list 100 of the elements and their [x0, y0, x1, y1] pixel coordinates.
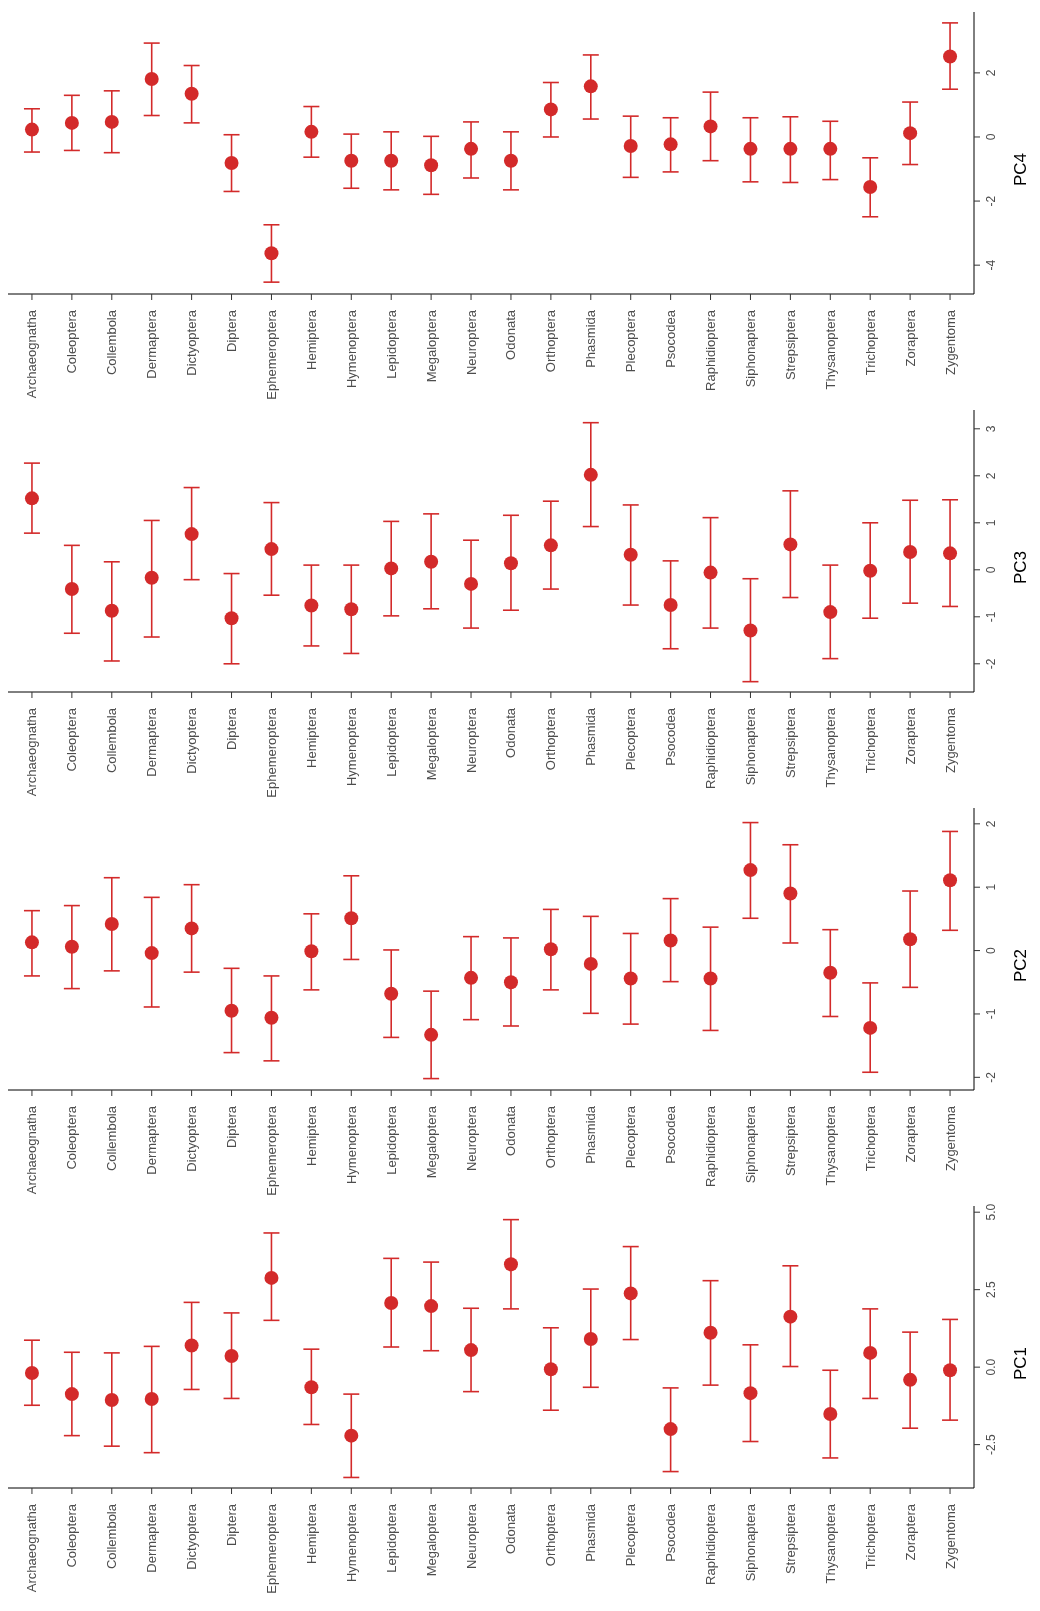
x-tick-label: Strepsiptera — [782, 707, 798, 779]
point — [464, 1343, 479, 1358]
point — [623, 971, 638, 986]
x-tick-label: Strepsiptera — [782, 1503, 798, 1575]
x-tick-label: Plecoptera — [623, 309, 639, 373]
point — [583, 79, 598, 94]
y-axis-title: PC4 — [1011, 153, 1031, 187]
y-tick-label: -2 — [983, 195, 998, 207]
x-tick-label: Hymenoptera — [343, 1503, 359, 1583]
y-tick-label: 2 — [983, 69, 998, 77]
x-tick-label: Orthoptera — [543, 1105, 559, 1169]
point — [823, 605, 838, 620]
x-tick-label: Trichoptera — [862, 1105, 878, 1172]
y-tick-label: -1 — [983, 611, 998, 623]
x-tick-label: Archaeognatha — [24, 1503, 40, 1593]
point — [184, 921, 199, 936]
y-tick-label: 1 — [983, 519, 998, 527]
point — [144, 71, 159, 86]
x-tick-label: Siphonaptera — [742, 1503, 758, 1582]
x-tick-label: Megaloptera — [423, 1105, 439, 1179]
x-tick-label: Odonata — [503, 1503, 519, 1554]
x-tick-label: Zygentoma — [942, 707, 958, 774]
y-tick-label: -1 — [983, 1008, 998, 1020]
x-tick-label: Hymenoptera — [343, 1105, 359, 1185]
x-tick-label: Siphonaptera — [742, 309, 758, 388]
x-tick-label: Hymenoptera — [343, 309, 359, 389]
x-tick-label: Archaeognatha — [24, 309, 40, 399]
point — [623, 547, 638, 562]
point — [743, 623, 758, 638]
x-tick-label: Hymenoptera — [343, 707, 359, 787]
x-tick-label: Odonata — [503, 707, 519, 758]
x-tick-label: Dictyoptera — [184, 707, 200, 774]
x-tick-label: Odonata — [503, 1105, 519, 1156]
x-tick-label: Archaeognatha — [24, 1105, 40, 1195]
point — [24, 491, 39, 506]
point — [663, 933, 678, 948]
x-tick-label: Diptera — [224, 1503, 240, 1546]
point — [264, 1010, 279, 1025]
point — [104, 114, 119, 129]
point — [823, 965, 838, 980]
y-tick-label: 5.0 — [983, 1203, 998, 1221]
x-tick-label: Coleoptera — [64, 707, 80, 772]
point — [783, 886, 798, 901]
x-tick-label: Psocodea — [663, 309, 679, 368]
point — [583, 467, 598, 482]
x-tick-label: Ephemeroptera — [263, 1503, 279, 1594]
x-tick-label: Siphonaptera — [742, 707, 758, 786]
point — [304, 1380, 319, 1395]
point — [304, 944, 319, 959]
x-tick-label: Coleoptera — [64, 309, 80, 374]
point — [104, 1392, 119, 1407]
point — [344, 153, 359, 168]
x-tick-label: Coleoptera — [64, 1503, 80, 1568]
x-tick-label: Strepsiptera — [782, 309, 798, 381]
y-tick-label: 0.0 — [983, 1358, 998, 1376]
point — [304, 598, 319, 613]
x-tick-label: Orthoptera — [543, 309, 559, 373]
point — [783, 141, 798, 156]
point — [543, 942, 558, 957]
x-tick-label: Orthoptera — [543, 1503, 559, 1567]
x-tick-label: Raphidioptera — [703, 309, 719, 391]
x-tick-label: Diptera — [224, 1105, 240, 1148]
x-tick-label: Neuroptera — [463, 309, 479, 376]
x-tick-label: Hemiptera — [303, 309, 319, 370]
point — [863, 563, 878, 578]
x-tick-label: Plecoptera — [623, 707, 639, 771]
point — [384, 561, 399, 576]
x-tick-label: Ephemeroptera — [263, 707, 279, 798]
x-tick-label: Dictyoptera — [184, 1105, 200, 1172]
x-tick-label: Thysanoptera — [822, 1105, 838, 1186]
x-tick-label: Hemiptera — [303, 707, 319, 768]
x-tick-label: Psocodea — [663, 1105, 679, 1164]
point — [144, 570, 159, 585]
x-tick-label: Trichoptera — [862, 707, 878, 774]
x-tick-label: Thysanoptera — [822, 1503, 838, 1584]
x-tick-label: Phasmida — [583, 1105, 599, 1164]
y-tick-label: -4 — [983, 259, 998, 271]
point — [344, 911, 359, 926]
y-tick-label: 0 — [983, 133, 998, 141]
point — [783, 1309, 798, 1324]
point — [424, 1027, 439, 1042]
x-tick-label: Zoraptera — [902, 1503, 918, 1561]
x-tick-label: Trichoptera — [862, 1503, 878, 1570]
point — [184, 86, 199, 101]
x-tick-label: Collembola — [104, 309, 120, 376]
x-tick-label: Trichoptera — [862, 309, 878, 376]
y-axis-title: PC3 — [1011, 551, 1031, 585]
point — [583, 956, 598, 971]
point — [104, 603, 119, 618]
x-tick-label: Strepsiptera — [782, 1105, 798, 1177]
point — [903, 544, 918, 559]
point — [224, 1348, 239, 1363]
point — [863, 179, 878, 194]
point — [64, 939, 79, 954]
x-tick-label: Collembola — [104, 707, 120, 774]
y-tick-label: -2 — [983, 1071, 998, 1083]
x-tick-label: Phasmida — [583, 1503, 599, 1562]
x-tick-label: Siphonaptera — [742, 1105, 758, 1184]
x-tick-label: Neuroptera — [463, 1105, 479, 1172]
point — [464, 141, 479, 156]
